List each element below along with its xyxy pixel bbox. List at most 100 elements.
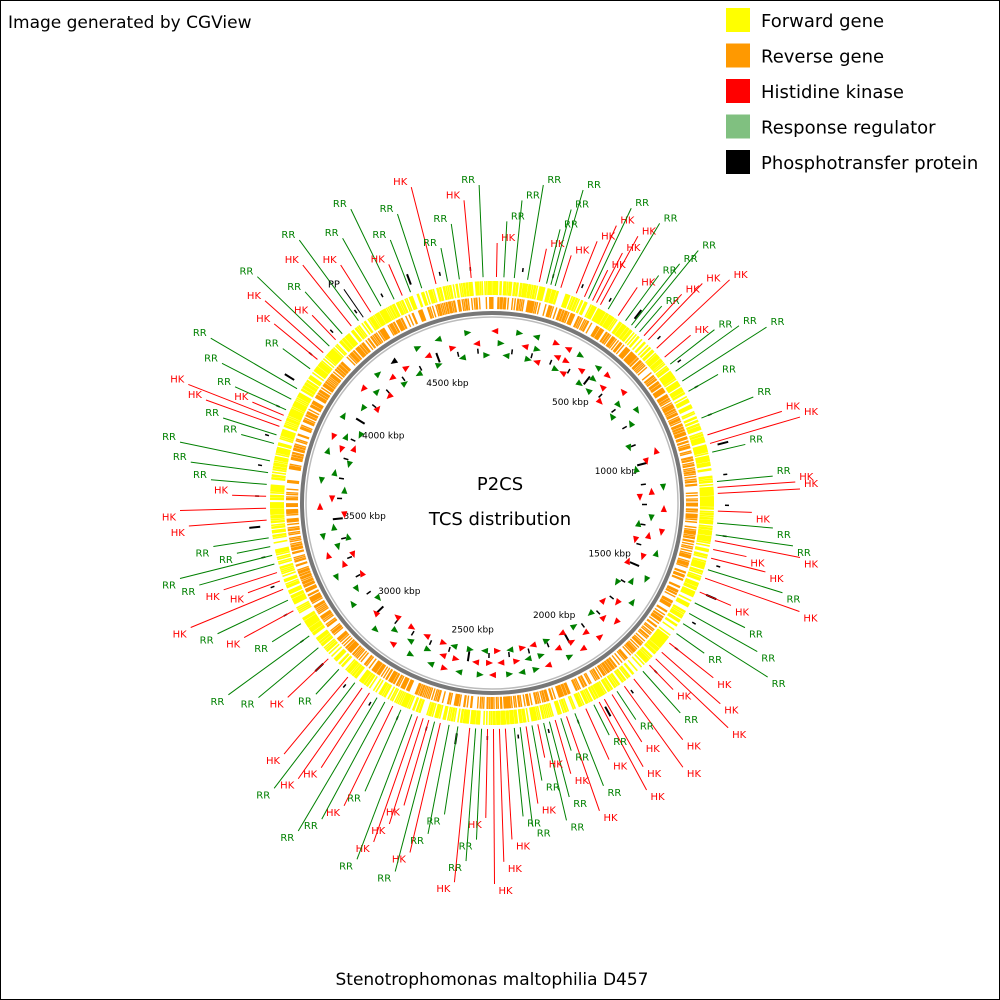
forward-gene bbox=[631, 338, 643, 351]
forward-gene bbox=[665, 616, 678, 626]
forward-gene bbox=[697, 468, 712, 473]
reverse-gene bbox=[580, 674, 588, 687]
reverse-gene bbox=[330, 622, 341, 632]
forward-gene bbox=[436, 287, 442, 302]
forward-gene bbox=[513, 709, 517, 724]
forward-gene bbox=[699, 483, 714, 487]
reverse-gene bbox=[326, 379, 337, 388]
reverse-gene bbox=[656, 605, 668, 613]
tcs-marker bbox=[402, 365, 410, 373]
reverse-gene bbox=[441, 302, 447, 315]
reverse-gene bbox=[652, 388, 664, 396]
reverse-gene bbox=[503, 297, 506, 310]
callout-line bbox=[271, 623, 302, 643]
forward-gene bbox=[295, 398, 309, 407]
tcs-marker bbox=[635, 519, 642, 528]
tcs-marker bbox=[576, 351, 585, 358]
feature-callout: RR bbox=[676, 633, 722, 666]
reverse-gene bbox=[657, 396, 669, 404]
forward-gene bbox=[379, 310, 389, 324]
forward-gene bbox=[452, 284, 457, 299]
reverse-gene bbox=[346, 356, 356, 366]
forward-gene bbox=[425, 290, 431, 305]
reverse-gene bbox=[331, 624, 342, 634]
forward-gene bbox=[420, 292, 427, 307]
minor-tick bbox=[428, 639, 433, 646]
callout-line bbox=[631, 263, 681, 326]
minor-tick bbox=[640, 483, 646, 486]
forward-gene bbox=[284, 575, 298, 583]
callout-label: HK bbox=[162, 513, 177, 524]
forward-gene bbox=[372, 314, 382, 328]
callout-line bbox=[373, 716, 418, 843]
forward-gene bbox=[694, 546, 709, 552]
callout-label: HK bbox=[626, 243, 641, 254]
callout-line bbox=[264, 300, 324, 354]
forward-gene bbox=[399, 300, 407, 315]
reverse-gene bbox=[288, 532, 301, 536]
major-tick bbox=[435, 352, 441, 363]
forward-gene bbox=[611, 321, 621, 334]
reverse-gene bbox=[385, 668, 393, 680]
reverse-gene bbox=[535, 691, 540, 704]
forward-gene bbox=[599, 313, 609, 326]
callout-label: RR bbox=[223, 424, 237, 435]
feature-callouts: HKRRRRRRHKRRRRRRHKHKHKRRHKHKHKRRHKRRRRRR… bbox=[162, 175, 819, 897]
forward-gene bbox=[377, 311, 387, 325]
forward-gene bbox=[519, 282, 523, 297]
forward-gene bbox=[448, 284, 454, 299]
reverse-gene bbox=[297, 433, 310, 439]
tcs-marker bbox=[658, 528, 666, 536]
forward-gene bbox=[621, 329, 632, 342]
forward-gene bbox=[371, 315, 381, 329]
forward-gene bbox=[646, 640, 659, 652]
callout-line bbox=[311, 314, 337, 341]
callout-line bbox=[715, 534, 794, 547]
feature-callout: HK bbox=[584, 216, 635, 297]
reverse-gene bbox=[585, 322, 593, 334]
callout-label: HK bbox=[326, 808, 341, 819]
forward-gene bbox=[676, 400, 690, 409]
reverse-gene bbox=[292, 451, 305, 456]
forward-gene bbox=[670, 388, 684, 398]
feature-callout: HK bbox=[649, 664, 692, 703]
callout-label: HK bbox=[542, 806, 557, 817]
reverse-gene bbox=[685, 515, 698, 518]
reverse-gene bbox=[397, 319, 405, 331]
forward-gene bbox=[291, 592, 306, 601]
reverse-gene bbox=[504, 696, 507, 709]
forward-gene bbox=[636, 651, 648, 663]
callout-label: HK bbox=[646, 744, 661, 755]
minor-tick bbox=[510, 349, 514, 355]
outer-tick bbox=[353, 309, 358, 314]
forward-gene bbox=[395, 690, 404, 704]
forward-gene bbox=[465, 709, 469, 724]
tcs-marker bbox=[505, 671, 514, 678]
tcs-marker bbox=[480, 647, 489, 655]
forward-gene bbox=[443, 286, 448, 301]
forward-gene bbox=[595, 682, 604, 696]
forward-gene bbox=[508, 710, 512, 725]
forward-gene bbox=[478, 710, 481, 725]
callout-label: RR bbox=[256, 790, 270, 801]
forward-gene bbox=[671, 390, 684, 399]
reverse-gene bbox=[684, 478, 697, 482]
legend-item: Response regulator bbox=[726, 114, 936, 139]
reverse-gene bbox=[513, 298, 517, 311]
reverse-gene bbox=[670, 423, 683, 430]
forward-gene bbox=[280, 433, 295, 440]
forward-gene bbox=[576, 300, 584, 314]
forward-gene bbox=[654, 631, 667, 642]
reverse-gene bbox=[671, 424, 684, 431]
callout-line bbox=[575, 241, 598, 294]
tcs-marker bbox=[372, 388, 380, 397]
reverse-gene bbox=[607, 337, 616, 348]
forward-gene bbox=[696, 459, 711, 465]
forward-gene bbox=[650, 359, 663, 370]
legend-swatch bbox=[726, 114, 750, 139]
tcs-marker bbox=[552, 339, 561, 346]
reverse-gene bbox=[355, 347, 365, 358]
feature-callout: HK bbox=[575, 231, 616, 294]
tcs-marker bbox=[349, 550, 356, 559]
forward-gene bbox=[347, 661, 359, 673]
